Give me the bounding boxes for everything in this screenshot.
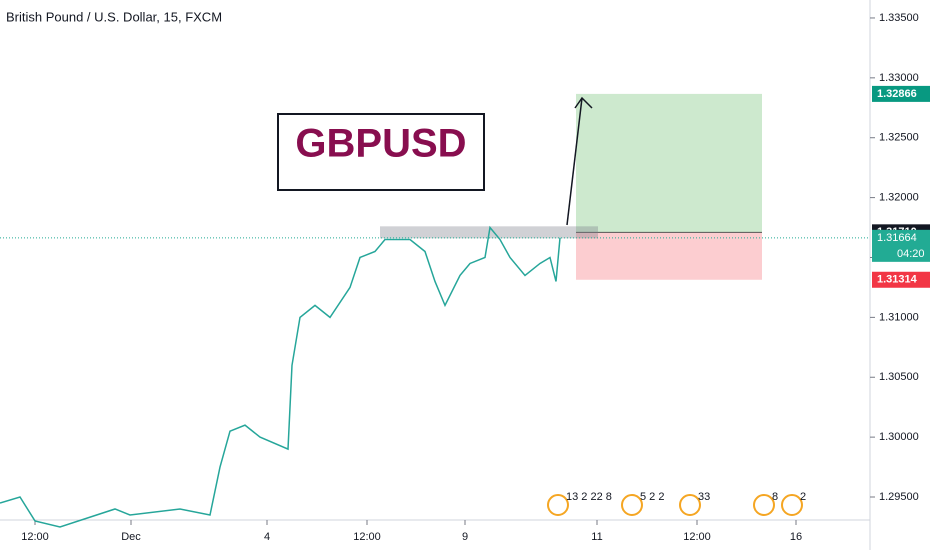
y-tick-label: 1.33500 [879,12,919,24]
stop-zone [576,232,762,280]
price-tag-label: 1.31314 [877,274,918,286]
event-icon [679,494,701,516]
event-icon [621,494,643,516]
x-tick-label: 9 [462,531,468,543]
y-tick-label: 1.32500 [879,132,919,144]
y-tick-label: 1.30500 [879,371,919,383]
arrow-head [574,96,593,109]
x-tick-label: 11 [591,531,602,543]
annotation: GBPUSD [295,122,466,166]
price-tag [872,85,930,102]
price-tag [872,271,930,288]
x-tick-label: Dec [121,531,141,543]
y-tick-label: 1.32000 [879,192,919,204]
x-tick-label: 12:00 [683,531,711,543]
event-label: 2 [800,491,806,503]
countdown: 04:20 [897,248,925,260]
y-tick-label: 1.29500 [879,491,919,503]
x-tick-label: 4 [264,531,270,543]
event-label: 8 [772,491,778,503]
annotation-box [277,113,485,191]
last-price-label: 1.31664 [877,232,917,244]
event-label: 5 2 2 [640,491,664,503]
event-label: 33 [698,491,710,503]
last-price-tag [872,229,930,262]
arrow [566,97,583,226]
y-tick-label: 1.30000 [879,431,919,443]
x-tick-label: 12:00 [21,531,49,543]
x-tick-label: 12:00 [353,531,381,543]
chart-title: British Pound / U.S. Dollar, 15, FXCM [6,9,222,24]
event-icon [547,494,569,516]
event-icon [753,494,775,516]
event-label: 13 2 22 8 [566,491,612,503]
price-tag-label: 1.32866 [877,88,917,100]
y-tick-label: 1.31000 [879,311,919,323]
x-tick-label: 16 [790,531,802,543]
target-zone [576,93,762,233]
event-icon [781,494,803,516]
price-line [0,225,561,528]
y-tick-label: 1.33000 [879,72,919,84]
